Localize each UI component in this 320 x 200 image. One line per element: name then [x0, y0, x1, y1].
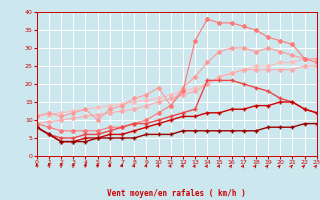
Text: Vent moyen/en rafales ( km/h ): Vent moyen/en rafales ( km/h ): [108, 189, 246, 198]
